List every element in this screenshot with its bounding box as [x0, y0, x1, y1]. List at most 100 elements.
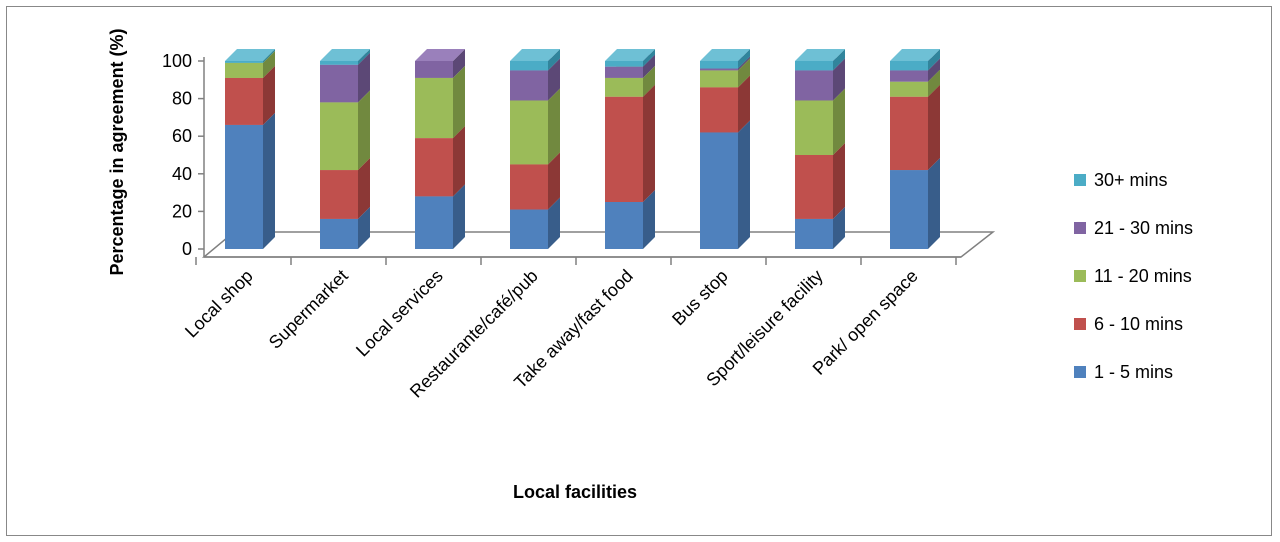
legend-swatch [1074, 366, 1086, 378]
bar-front [320, 102, 358, 171]
bar-side [548, 49, 560, 71]
bar-side [738, 75, 750, 133]
bar-segment [320, 49, 370, 65]
bar-front [700, 70, 738, 88]
bar-front [225, 77, 263, 125]
y-axis: 0 20 40 60 80 100 [162, 51, 205, 259]
bar-front [700, 132, 738, 249]
bar-side [738, 58, 750, 88]
y-tick-label: 100 [162, 51, 192, 71]
bar-side [263, 50, 275, 78]
y-tick-label: 20 [172, 201, 192, 221]
bar-side [358, 90, 370, 171]
legend-swatch [1074, 270, 1086, 282]
bar-side [548, 197, 560, 249]
bar-front [890, 81, 928, 97]
legend: 30+ mins 21 - 30 mins 11 - 20 mins 6 - 10 m… [1074, 170, 1193, 382]
legend-swatch [1074, 318, 1086, 330]
bar-top [700, 49, 750, 61]
bar-front [700, 68, 738, 71]
bar-side [548, 88, 560, 165]
legend-label: 11 - 20 mins [1094, 266, 1192, 286]
bar-side [643, 49, 655, 67]
legend-swatch [1074, 174, 1086, 186]
bar-side [643, 84, 655, 202]
bar-front [795, 70, 833, 101]
bar-front [415, 77, 453, 139]
bar-front [795, 100, 833, 155]
bar-top [510, 49, 560, 61]
bar-segment [890, 158, 940, 249]
legend-label: 21 - 30 mins [1094, 218, 1193, 238]
bar-front [225, 124, 263, 249]
bar-segment [510, 49, 560, 71]
legend-swatch [1074, 222, 1086, 234]
y-tick-label: 40 [172, 164, 192, 184]
bar-segment [890, 84, 940, 171]
bar-front [510, 61, 548, 71]
bar-side [738, 120, 750, 249]
bar-side [453, 126, 465, 197]
bar-front [605, 61, 643, 67]
x-category-label: Park/ open space [809, 266, 922, 379]
chart-frame: 0 20 40 60 80 100 Local shop Supermarket Local … [6, 6, 1272, 536]
bar-front [225, 61, 263, 63]
bar-front [415, 61, 453, 78]
bar-segment [225, 49, 275, 63]
bar-side [738, 49, 750, 69]
bar-segment [225, 112, 275, 249]
bar-side [263, 49, 275, 63]
bar-side [263, 65, 275, 125]
bar-segment [700, 49, 750, 69]
bar-top [320, 49, 370, 61]
bar-side [453, 49, 465, 78]
bar-side [738, 56, 750, 71]
legend-label: 6 - 10 mins [1094, 314, 1183, 334]
x-category-label: Local shop [181, 266, 257, 342]
x-axis: Local shop Supermarket Local servicesResta… [181, 256, 961, 402]
bar-front [320, 64, 358, 103]
bars-group [225, 49, 940, 249]
bar-front [415, 138, 453, 197]
bar-segment [795, 49, 845, 71]
bar-side [928, 84, 940, 171]
bar-front [510, 100, 548, 165]
bar-top [605, 49, 655, 61]
legend-item: 30+ mins [1074, 170, 1168, 190]
bar-side [833, 143, 845, 219]
legend-label: 30+ mins [1094, 170, 1168, 190]
bar-top [795, 49, 845, 61]
bar-segment [605, 49, 655, 67]
bar-front [320, 61, 358, 65]
bar-front [605, 77, 643, 97]
bar-front [605, 96, 643, 202]
bar-front [605, 202, 643, 249]
bar-side [358, 206, 370, 249]
bar-front [510, 164, 548, 210]
bar-segment [415, 49, 465, 78]
bar-top [225, 49, 275, 61]
bar-segment [225, 65, 275, 125]
bar-side [928, 69, 940, 97]
bar-front [320, 218, 358, 249]
bar-front [700, 87, 738, 133]
bar-front [890, 96, 928, 171]
bar-front [605, 66, 643, 78]
bar-front [795, 61, 833, 71]
bar-side [453, 65, 465, 139]
bar-front [795, 218, 833, 249]
y-tick-label: 80 [172, 89, 192, 109]
bar-side [643, 65, 655, 97]
legend-label: 1 - 5 mins [1094, 362, 1173, 382]
legend-item: 6 - 10 mins [1074, 314, 1183, 334]
legend-item: 11 - 20 mins [1074, 266, 1192, 286]
bar-side [928, 158, 940, 249]
bar-front [890, 170, 928, 249]
bar-front [320, 170, 358, 219]
bar-side [358, 49, 370, 65]
bar-front [415, 196, 453, 249]
bar-front [795, 155, 833, 219]
x-category-label: Supermarket [265, 266, 352, 353]
legend-item: 1 - 5 mins [1074, 362, 1173, 382]
